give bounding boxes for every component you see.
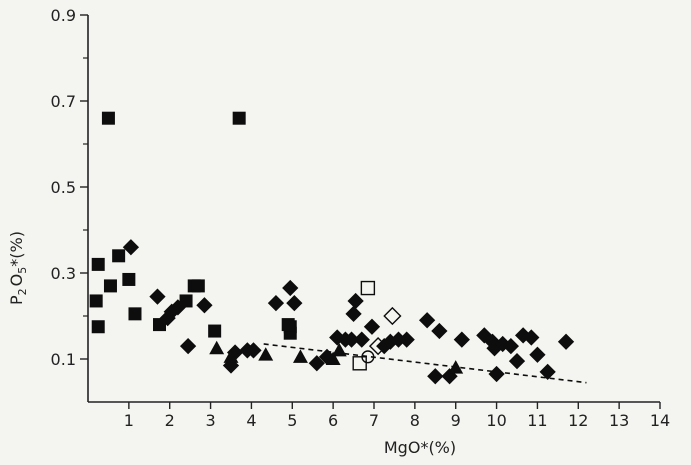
trend-line-group bbox=[263, 343, 587, 384]
filled-diamond-point bbox=[343, 331, 360, 348]
y-tick-label: 0.9 bbox=[51, 6, 76, 25]
filled-square-point bbox=[91, 320, 105, 334]
y-axis-title: P2O5*(%) bbox=[7, 231, 29, 305]
data-points bbox=[89, 111, 575, 385]
open-square-point bbox=[360, 280, 376, 296]
filled-diamond-point bbox=[179, 337, 197, 355]
filled-diamond-point bbox=[169, 299, 187, 316]
open-square-point bbox=[352, 356, 367, 371]
x-axis-title: MgO*(%) bbox=[384, 438, 456, 457]
x-tick-label: 6 bbox=[328, 411, 338, 430]
filled-diamond-point bbox=[149, 288, 166, 305]
filled-diamond-point bbox=[508, 353, 526, 370]
filled-diamond-point bbox=[196, 297, 213, 314]
filled-triangle-point bbox=[209, 340, 225, 355]
filled-diamond-point bbox=[488, 365, 505, 383]
filled-diamond-point bbox=[308, 355, 325, 372]
y-tick-label: 0.7 bbox=[51, 92, 76, 111]
x-tick-label: 10 bbox=[486, 411, 506, 430]
filled-diamond-point bbox=[267, 294, 285, 312]
x-tick-label: 11 bbox=[527, 411, 547, 430]
filled-diamond-point bbox=[245, 342, 262, 359]
y-tick-label: 0.3 bbox=[51, 264, 76, 283]
trend-line bbox=[263, 343, 587, 384]
x-tick-label: 8 bbox=[410, 411, 420, 430]
filled-diamond-point bbox=[453, 331, 470, 348]
open-diamond-point bbox=[383, 306, 402, 326]
filled-diamond-point bbox=[529, 346, 546, 363]
axes bbox=[80, 14, 661, 409]
filled-diamond-point bbox=[286, 294, 303, 312]
filled-triangle-point bbox=[258, 347, 274, 361]
filled-diamond-point bbox=[523, 329, 540, 346]
y-tick-label: 0.5 bbox=[51, 178, 76, 197]
filled-diamond-point bbox=[353, 331, 370, 348]
filled-square-point bbox=[91, 257, 105, 271]
filled-diamond-point bbox=[122, 239, 140, 256]
y-tick-label: 0.1 bbox=[51, 350, 76, 369]
filled-square-point bbox=[281, 318, 295, 332]
filled-square-point bbox=[191, 279, 205, 293]
filled-diamond-point bbox=[390, 331, 407, 348]
filled-diamond-point bbox=[431, 322, 448, 340]
x-tick-label: 13 bbox=[609, 411, 629, 430]
x-tick-label: 3 bbox=[205, 411, 215, 430]
filled-triangle-point bbox=[448, 360, 464, 374]
x-tick-label: 12 bbox=[568, 411, 588, 430]
filled-diamond-point bbox=[345, 305, 362, 322]
filled-diamond-point bbox=[427, 368, 444, 385]
x-tick-label: 9 bbox=[451, 411, 461, 430]
filled-diamond-point bbox=[539, 363, 556, 381]
filled-triangle-point bbox=[223, 349, 239, 363]
open-circle-point bbox=[361, 350, 375, 364]
filled-diamond-point bbox=[282, 279, 299, 297]
filled-diamond-point bbox=[363, 318, 381, 335]
filled-diamond-point bbox=[347, 292, 364, 310]
filled-square-point bbox=[89, 294, 103, 308]
filled-diamond-point bbox=[398, 331, 415, 348]
filled-square-point bbox=[208, 324, 222, 338]
x-tick-label: 4 bbox=[246, 411, 256, 430]
filled-diamond-point bbox=[502, 337, 519, 355]
filled-diamond-point bbox=[557, 333, 575, 350]
filled-triangle-point bbox=[331, 342, 347, 357]
filled-triangle-point bbox=[292, 349, 308, 363]
filled-square-point bbox=[232, 111, 246, 125]
x-tick-label: 1 bbox=[124, 411, 134, 430]
filled-square-point bbox=[103, 279, 117, 293]
tick-labels: 1 2 3 4 5 6 7 8 9 10 11 12 13 140.10.30.50.70.9 bbox=[51, 6, 671, 430]
filled-square-point bbox=[101, 111, 115, 125]
filled-diamond-point bbox=[418, 312, 436, 329]
filled-triangle-point bbox=[325, 351, 341, 365]
filled-square-point bbox=[112, 249, 126, 263]
open-diamond-point bbox=[368, 336, 388, 356]
x-tick-label: 14 bbox=[650, 411, 670, 430]
filled-square-point bbox=[122, 272, 136, 286]
x-tick-label: 7 bbox=[369, 411, 379, 430]
filled-square-point bbox=[128, 307, 142, 321]
x-tick-label: 5 bbox=[287, 411, 297, 430]
x-tick-label: 2 bbox=[165, 411, 175, 430]
